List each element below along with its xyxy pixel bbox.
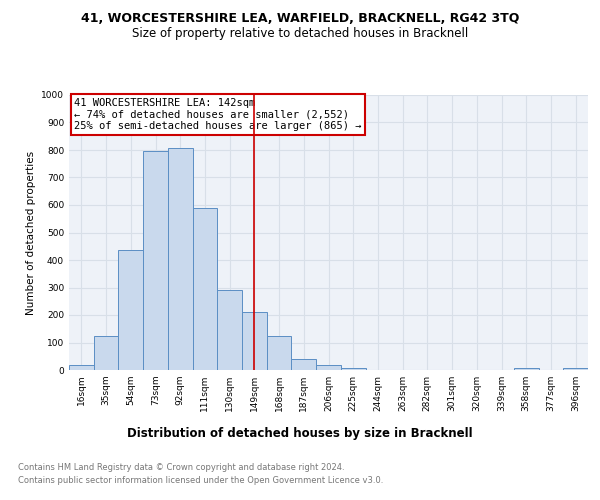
- Bar: [563, 368, 588, 370]
- Bar: [118, 250, 143, 370]
- Bar: [217, 290, 242, 370]
- Bar: [341, 368, 365, 370]
- Y-axis label: Number of detached properties: Number of detached properties: [26, 150, 35, 314]
- Bar: [69, 365, 94, 370]
- Bar: [316, 365, 341, 370]
- Bar: [94, 336, 118, 370]
- Bar: [292, 359, 316, 370]
- Text: 41, WORCESTERSHIRE LEA, WARFIELD, BRACKNELL, RG42 3TQ: 41, WORCESTERSHIRE LEA, WARFIELD, BRACKN…: [81, 12, 519, 26]
- Bar: [143, 152, 168, 370]
- Text: 41 WORCESTERSHIRE LEA: 142sqm
← 74% of detached houses are smaller (2,552)
25% o: 41 WORCESTERSHIRE LEA: 142sqm ← 74% of d…: [74, 98, 362, 131]
- Text: Distribution of detached houses by size in Bracknell: Distribution of detached houses by size …: [127, 428, 473, 440]
- Bar: [193, 208, 217, 370]
- Bar: [267, 336, 292, 370]
- Text: Size of property relative to detached houses in Bracknell: Size of property relative to detached ho…: [132, 28, 468, 40]
- Bar: [168, 148, 193, 370]
- Bar: [242, 312, 267, 370]
- Bar: [514, 368, 539, 370]
- Text: Contains HM Land Registry data © Crown copyright and database right 2024.: Contains HM Land Registry data © Crown c…: [18, 462, 344, 471]
- Text: Contains public sector information licensed under the Open Government Licence v3: Contains public sector information licen…: [18, 476, 383, 485]
